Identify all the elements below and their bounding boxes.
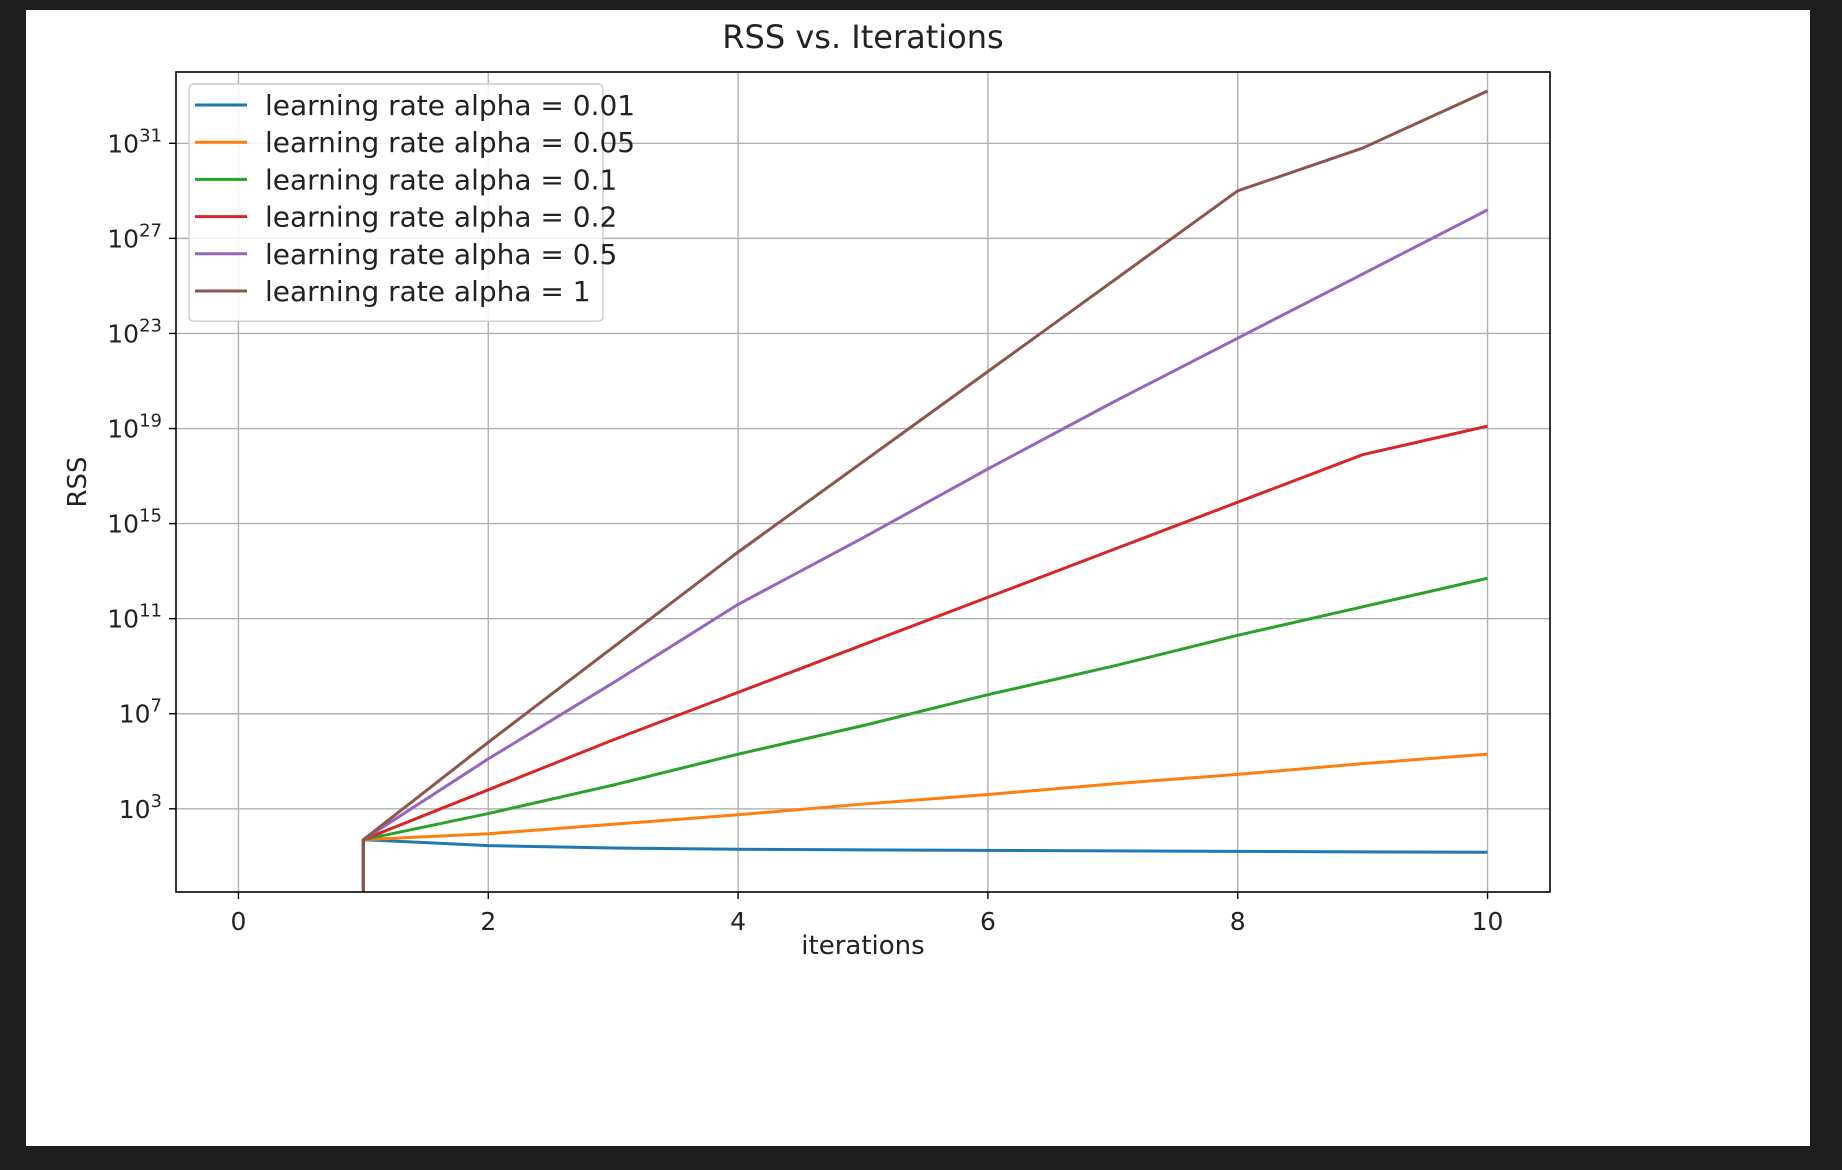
- x-tick-label: 4: [730, 907, 746, 936]
- y-tick-label: 1031: [107, 125, 162, 158]
- series-line: [361, 576, 1488, 892]
- y-tick-label: 1011: [107, 601, 162, 634]
- x-ticks: 0 2 4 6 8 10: [231, 892, 1504, 936]
- plot-frame: [175, 71, 1551, 893]
- y-tick-label: 1015: [107, 506, 162, 539]
- y-tick-label: 107: [119, 696, 162, 729]
- legend-entry: learning rate alpha = 0.05: [265, 126, 635, 159]
- chart-figure: RSS vs. Iterations iterations RSS 0 2 4 6 8 1…: [26, 10, 1810, 1146]
- y-ticks: 103 107 1011 1015 1019 1023 1027 1031: [107, 125, 176, 824]
- series-line: [361, 424, 1488, 892]
- legend-entry: learning rate alpha = 0.1: [265, 163, 617, 196]
- y-tick-label: 103: [119, 791, 162, 824]
- legend: learning rate alpha = 0.01 learning rate …: [188, 83, 635, 322]
- series-line: [361, 208, 1489, 892]
- series-line: [361, 752, 1488, 892]
- x-axis-label: iterations: [801, 931, 924, 961]
- series-line: [361, 89, 1489, 892]
- legend-entry: learning rate alpha = 0.5: [265, 238, 617, 271]
- legend-entry: learning rate alpha = 0.2: [265, 201, 617, 234]
- x-tick-label: 0: [231, 907, 247, 936]
- x-tick-label: 6: [980, 907, 996, 936]
- x-tick-label: 8: [1230, 907, 1246, 936]
- legend-entry: learning rate alpha = 1: [265, 275, 591, 308]
- legend-box: [188, 83, 604, 322]
- y-tick-label: 1027: [107, 220, 162, 253]
- x-tick-label: 10: [1472, 907, 1504, 936]
- y-tick-label: 1023: [107, 315, 162, 348]
- chart-title: RSS vs. Iterations: [722, 18, 1003, 56]
- x-tick-label: 2: [480, 907, 496, 936]
- legend-entry: learning rate alpha = 0.01: [265, 89, 635, 122]
- y-axis-label: RSS: [63, 456, 93, 507]
- grid: [176, 72, 1550, 892]
- y-tick-label: 1019: [107, 411, 162, 444]
- rss-line-chart: RSS vs. Iterations iterations RSS 0 2 4 6 8 1…: [63, 18, 1551, 961]
- series-line: [361, 838, 1488, 892]
- series-lines: [361, 89, 1489, 892]
